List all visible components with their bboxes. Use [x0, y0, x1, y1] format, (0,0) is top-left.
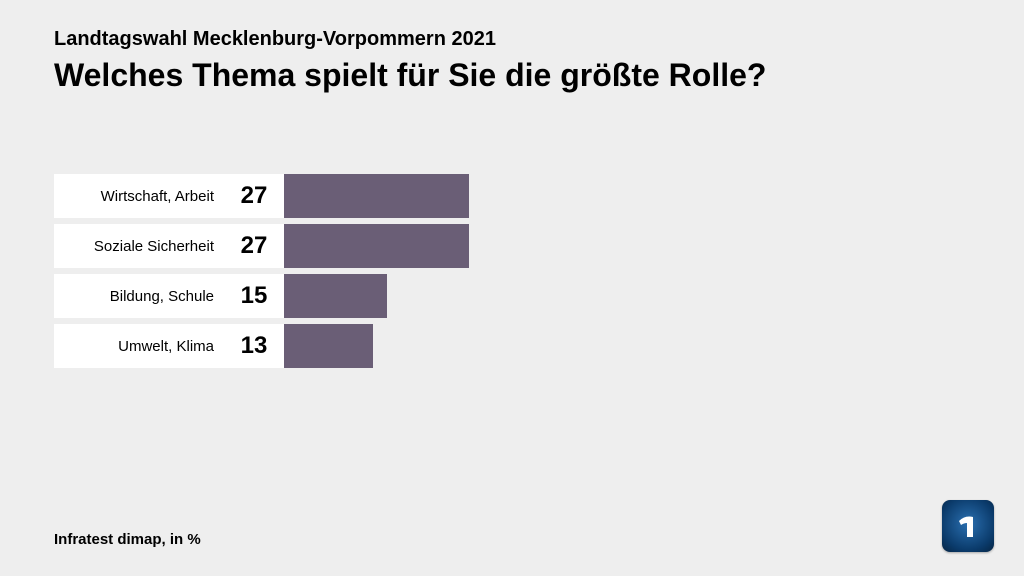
chart-row: Bildung, Schule15	[54, 274, 970, 318]
bar-track	[284, 274, 970, 318]
row-value: 13	[224, 324, 284, 368]
source-footer: Infratest dimap, in %	[54, 531, 201, 548]
row-value: 27	[224, 224, 284, 268]
row-label: Wirtschaft, Arbeit	[54, 174, 224, 218]
das-erste-logo	[942, 500, 994, 552]
row-value: 15	[224, 274, 284, 318]
chart-row: Umwelt, Klima13	[54, 324, 970, 368]
row-label: Umwelt, Klima	[54, 324, 224, 368]
chart-row: Wirtschaft, Arbeit27	[54, 174, 970, 218]
bar	[284, 324, 373, 368]
logo-glyph	[953, 511, 983, 541]
chart-row: Soziale Sicherheit27	[54, 224, 970, 268]
bar	[284, 274, 387, 318]
bar-track	[284, 324, 970, 368]
row-label: Bildung, Schule	[54, 274, 224, 318]
row-label: Soziale Sicherheit	[54, 224, 224, 268]
supertitle: Landtagswahl Mecklenburg-Vorpommern 2021	[54, 28, 970, 51]
bar-track	[284, 224, 970, 268]
bar	[284, 174, 469, 218]
chart-container: Landtagswahl Mecklenburg-Vorpommern 2021…	[0, 0, 1024, 368]
bar-track	[284, 174, 970, 218]
row-value: 27	[224, 174, 284, 218]
bar-chart: Wirtschaft, Arbeit27Soziale Sicherheit27…	[54, 174, 970, 368]
chart-title: Welches Thema spielt für Sie die größte …	[54, 57, 970, 94]
bar	[284, 224, 469, 268]
